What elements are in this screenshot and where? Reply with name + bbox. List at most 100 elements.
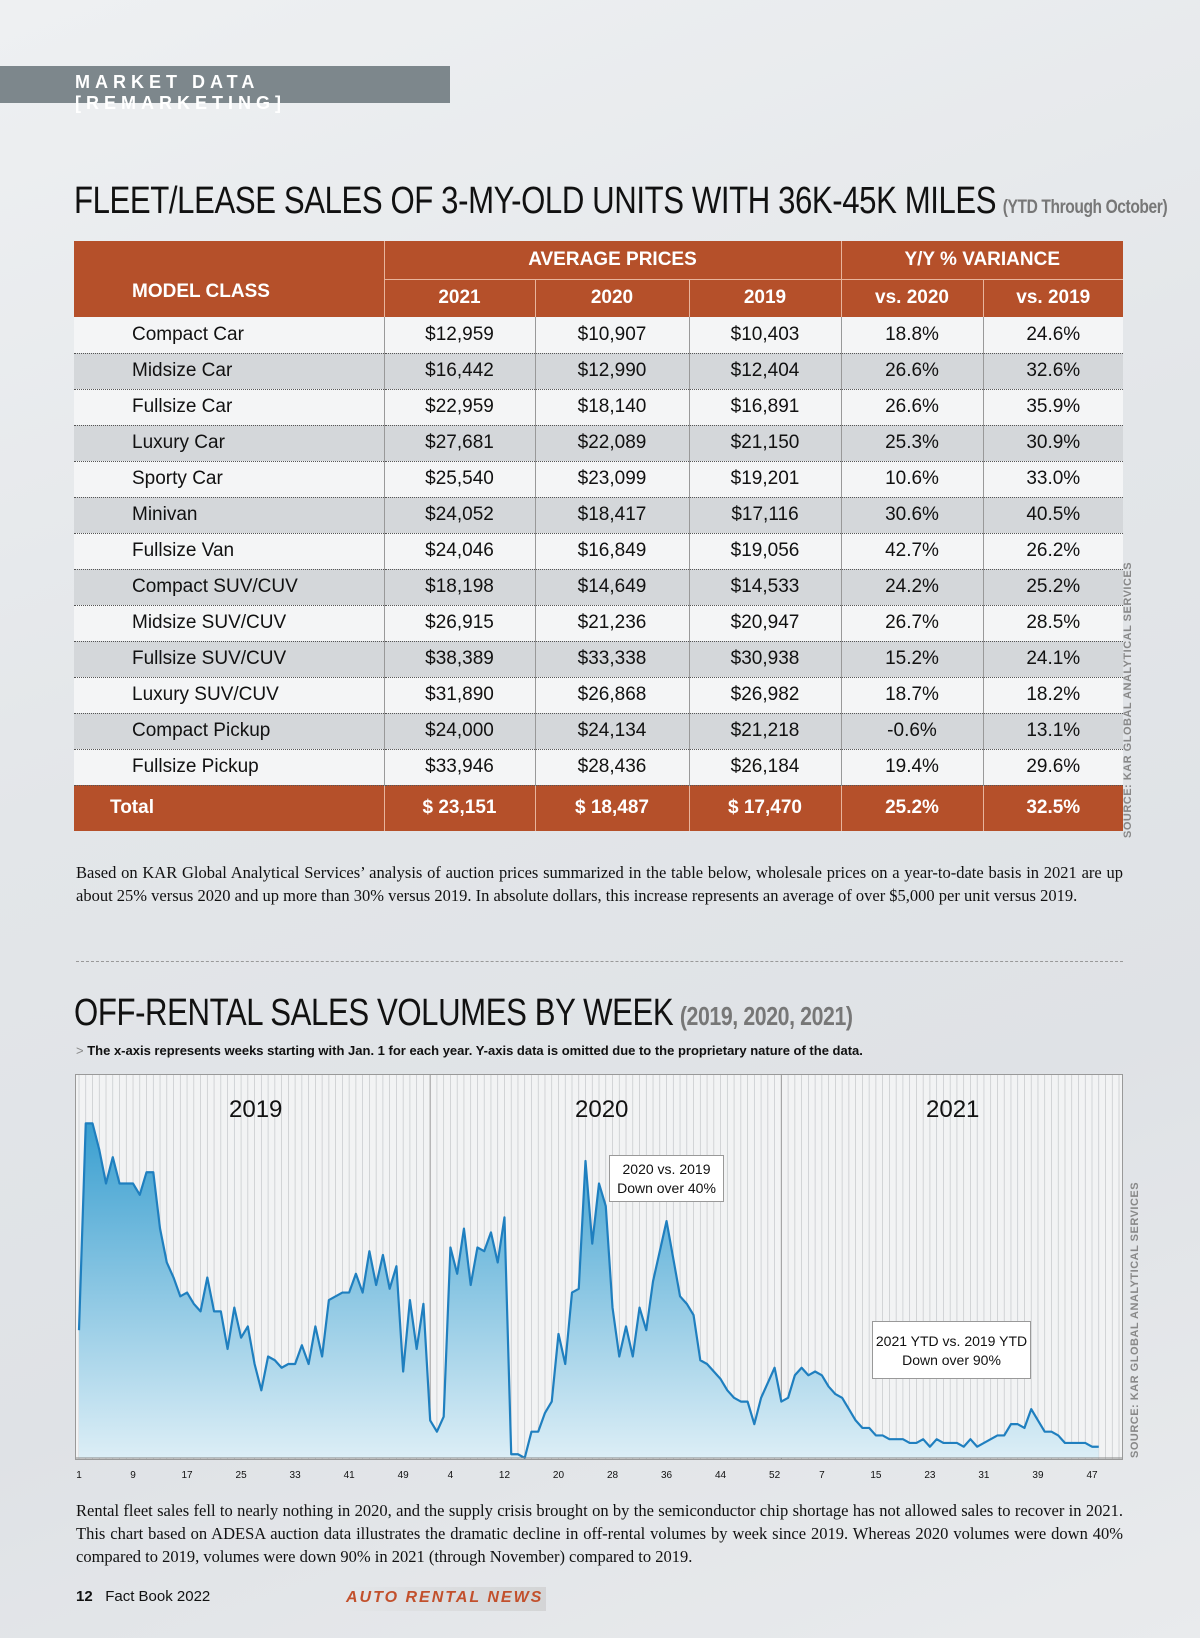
model-class-cell: Compact Pickup	[74, 713, 384, 750]
table-row: Minivan $24,052 $18,417 $17,116 30.6% 40.5%	[74, 497, 1123, 534]
x-tick-label: 31	[978, 1470, 990, 1481]
table-cell: $26,982	[688, 677, 841, 714]
total-row: Total $ 23,151 $ 18,487 $ 17,470 25.2% 32.5%	[74, 785, 1123, 831]
table-cell: 24.6%	[982, 317, 1123, 354]
chart-note: > The x-axis represents weeks starting w…	[76, 1043, 863, 1058]
table-cell: $21,150	[688, 425, 841, 462]
table-cell: $33,338	[534, 641, 689, 678]
series-line	[77, 1122, 1099, 1460]
table-row: Midsize Car $16,442 $12,990 $12,404 26.6% 32.…	[74, 353, 1123, 390]
chart-area	[75, 1074, 1123, 1460]
table-cell: 30.9%	[982, 425, 1123, 462]
x-tick-label: 4	[447, 1470, 454, 1481]
table-cell: $30,938	[688, 641, 841, 678]
table-cell: $21,218	[688, 713, 841, 750]
header-vs-2020: vs. 2020	[840, 279, 983, 317]
table-cell: 19.4%	[840, 749, 983, 786]
total-cell: Total	[74, 785, 384, 831]
chart-paragraph: Rental fleet sales fell to nearly nothin…	[76, 1501, 1123, 1566]
table-cell: $17,116	[688, 497, 841, 534]
book-title: Fact Book 2022	[105, 1588, 211, 1605]
model-class-cell: Minivan	[74, 497, 384, 534]
table-cell: $28,436	[534, 749, 689, 786]
model-class-cell: Fullsize Pickup	[74, 749, 384, 786]
x-tick-label: 28	[606, 1470, 619, 1481]
table-cell: 42.7%	[840, 533, 983, 570]
table-cell: $19,056	[688, 533, 841, 570]
table-cell: 10.6%	[840, 461, 983, 498]
table-cell: $24,046	[383, 533, 535, 570]
table-cell: 25.3%	[840, 425, 983, 462]
table-cell: 28.5%	[982, 605, 1123, 642]
table-cell: 15.2%	[840, 641, 983, 678]
table-cell: $12,404	[688, 353, 841, 390]
table-row: Compact SUV/CUV $18,198 $14,649 $14,533 24.2…	[74, 569, 1123, 606]
table-title: FLEET/LEASE SALES OF 3-MY-OLD UNITS WITH…	[74, 180, 1168, 222]
x-tick-label: 1	[76, 1470, 82, 1481]
table-cell: $18,417	[534, 497, 689, 534]
header-model-class: MODEL CLASS	[74, 241, 384, 317]
table-cell: $12,959	[383, 317, 535, 354]
table-cell: $10,403	[688, 317, 841, 354]
table-cell: 26.2%	[982, 533, 1123, 570]
chart-subtitle: (2019, 2020, 2021)	[679, 1001, 853, 1031]
series-area	[79, 1123, 1099, 1458]
table-cell: 40.5%	[982, 497, 1123, 534]
year-label-2021: 2021	[926, 1096, 980, 1123]
table-cell: 32.6%	[982, 353, 1123, 390]
x-tick-label: 15	[870, 1470, 882, 1481]
header-2019: 2019	[688, 279, 841, 317]
x-tick-label: 49	[397, 1470, 409, 1481]
model-class-cell: Compact SUV/CUV	[74, 569, 384, 606]
table-cell: 33.0%	[982, 461, 1123, 498]
header-average-prices: AVERAGE PRICES	[383, 241, 841, 280]
table-cell: $18,198	[383, 569, 535, 606]
table-cell: $26,184	[688, 749, 841, 786]
chart-source: SOURCE: KAR GLOBAL ANALYTICAL SERVICES	[1129, 1181, 1141, 1458]
total-cell: $ 23,151	[383, 785, 535, 831]
table-row: Fullsize Van $24,046 $16,849 $19,056 42.7% 26…	[74, 533, 1123, 570]
table-row: Midsize SUV/CUV $26,915 $21,236 $20,947 26.7…	[74, 605, 1123, 642]
header-variance: Y/Y % VARIANCE	[840, 241, 1123, 280]
model-class-cell: Luxury Car	[74, 425, 384, 462]
header-vs-2019: vs. 2019	[982, 279, 1123, 317]
page-number: 12	[76, 1588, 93, 1605]
table-row: Fullsize SUV/CUV $38,389 $33,338 $30,938 15.…	[74, 641, 1123, 678]
table-cell: $21,236	[534, 605, 689, 642]
table-row: Fullsize Pickup $33,946 $28,436 $26,184 19.4…	[74, 749, 1123, 786]
x-tick-label: 23	[924, 1470, 936, 1481]
table-cell: 13.1%	[982, 713, 1123, 750]
total-cell: $ 17,470	[688, 785, 841, 831]
table-cell: $23,099	[534, 461, 689, 498]
table-cell: $25,540	[383, 461, 535, 498]
model-class-cell: Luxury SUV/CUV	[74, 677, 384, 714]
x-tick-label: 52	[769, 1470, 781, 1481]
model-class-cell: Sporty Car	[74, 461, 384, 498]
table-cell: $10,907	[534, 317, 689, 354]
x-tick-label: 7	[819, 1470, 825, 1481]
section-label: MARKET DATA [REMARKETING]	[0, 66, 450, 113]
table-cell: 29.6%	[982, 749, 1123, 786]
table-cell: 35.9%	[982, 389, 1123, 426]
table-cell: $24,000	[383, 713, 535, 750]
table-cell: $20,947	[688, 605, 841, 642]
table-cell: 26.6%	[840, 353, 983, 390]
table-cell: $26,868	[534, 677, 689, 714]
model-class-cell: Fullsize Van	[74, 533, 384, 570]
header-2021: 2021	[383, 279, 535, 317]
x-tick-label: 12	[498, 1470, 511, 1481]
table-cell: $16,849	[534, 533, 689, 570]
x-tick-label: 17	[181, 1470, 193, 1481]
table-row: Sporty Car $25,540 $23,099 $19,201 10.6% 33.0…	[74, 461, 1123, 498]
table-cell: $27,681	[383, 425, 535, 462]
table-cell: 30.6%	[840, 497, 983, 534]
header-2020: 2020	[534, 279, 689, 317]
table-cell: 24.1%	[982, 641, 1123, 678]
table-cell: 18.8%	[840, 317, 983, 354]
x-tick-label: 44	[715, 1470, 727, 1481]
table-cell: $31,890	[383, 677, 535, 714]
model-class-cell: Compact Car	[74, 317, 384, 354]
table-cell: 25.2%	[982, 569, 1123, 606]
x-tick-label: 47	[1086, 1470, 1098, 1481]
table-row: Compact Car $12,959 $10,907 $10,403 18.8% 24.…	[74, 317, 1123, 354]
